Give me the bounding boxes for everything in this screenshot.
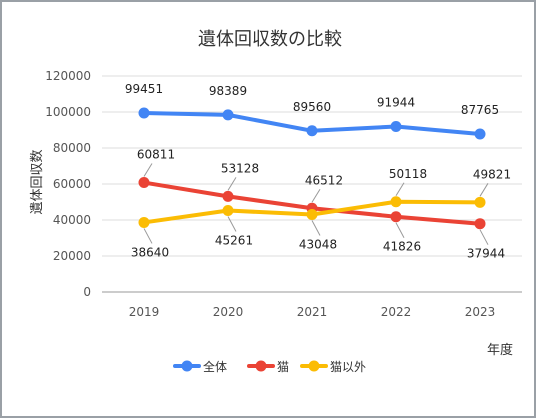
leader-line: [395, 182, 405, 197]
leader-line: [227, 216, 237, 232]
x-tick-label: 2022: [381, 305, 412, 319]
data-label: 37944: [467, 247, 505, 261]
data-point: [138, 177, 150, 189]
leader-line: [311, 189, 321, 203]
data-label: 89560: [293, 100, 331, 114]
x-tick-label: 2019: [129, 305, 160, 319]
leader-line: [479, 229, 489, 245]
y-axis-title: 遺体回収数: [30, 149, 45, 214]
x-tick-label: 2021: [297, 305, 328, 319]
legend-swatch-marker: [255, 360, 267, 372]
data-label: 38640: [131, 245, 169, 259]
data-point: [138, 107, 150, 119]
leader-line: [395, 222, 405, 238]
data-labels: 99451 98389 89560 91944 87765 60811 38640 53128…: [125, 82, 511, 261]
legend-swatch-marker: [181, 360, 193, 372]
y-tick-label: 40000: [53, 213, 91, 227]
y-tick-label: 20000: [53, 249, 91, 263]
data-label: 98389: [209, 84, 247, 98]
y-axis-ticks: 0 20000 40000 60000 80000 100000 120000: [45, 69, 91, 299]
leader-line: [227, 177, 237, 191]
legend-swatch-marker: [308, 360, 320, 372]
data-label: 50118: [389, 167, 427, 181]
data-label: 99451: [125, 82, 163, 96]
data-point: [474, 128, 486, 140]
data-label: 60811: [137, 148, 175, 162]
data-label: 49821: [473, 167, 511, 181]
data-point: [390, 196, 402, 208]
data-point: [138, 216, 150, 228]
leader-line: [143, 228, 153, 244]
legend-label: 猫: [277, 360, 289, 374]
x-axis-ticks: 2019 2020 2021 2022 2023: [129, 305, 496, 319]
data-label: 45261: [215, 234, 253, 248]
data-point: [222, 109, 234, 121]
y-tick-label: 100000: [45, 105, 91, 119]
leader-line: [311, 220, 321, 236]
data-point: [222, 205, 234, 217]
x-tick-label: 2023: [465, 305, 496, 319]
data-point: [306, 125, 318, 137]
data-point: [390, 121, 402, 133]
data-point: [222, 190, 234, 202]
y-tick-label: 80000: [53, 141, 91, 155]
data-point: [390, 211, 402, 223]
data-label: 91944: [377, 96, 415, 110]
chart-title: 遺体回収数の比較: [198, 29, 342, 50]
y-tick-label: 120000: [45, 69, 91, 83]
data-label: 53128: [221, 161, 259, 175]
data-point: [474, 196, 486, 208]
data-label: 87765: [461, 103, 499, 117]
x-tick-label: 2020: [213, 305, 244, 319]
data-point: [474, 218, 486, 230]
data-label: 43048: [299, 238, 337, 252]
series-layer: [138, 107, 486, 230]
y-tick-label: 0: [83, 285, 91, 299]
x-axis-title: 年度: [487, 342, 513, 358]
legend-label: 猫以外: [330, 360, 366, 374]
data-point: [306, 209, 318, 221]
leader-line: [479, 183, 489, 197]
leader-line: [143, 163, 153, 177]
y-tick-label: 60000: [53, 177, 91, 191]
legend: 全体 猫 猫以外: [173, 359, 366, 374]
legend-label: 全体: [203, 359, 227, 374]
data-label: 46512: [305, 173, 343, 187]
data-label: 41826: [383, 240, 421, 254]
